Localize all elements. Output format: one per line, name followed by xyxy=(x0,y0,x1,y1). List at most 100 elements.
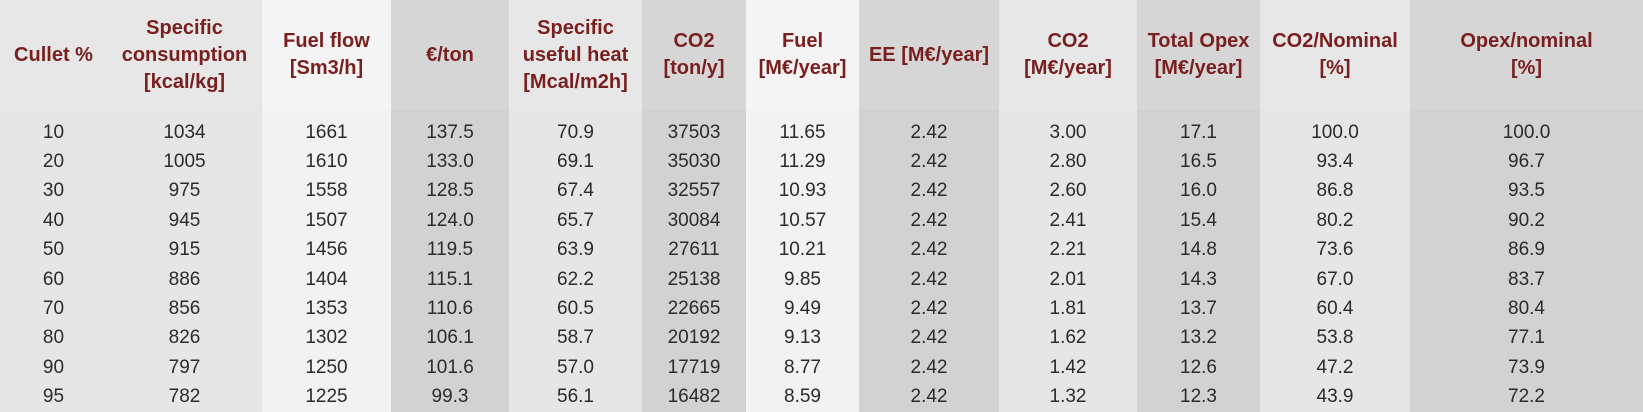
table-cell: 73.6 xyxy=(1260,235,1410,265)
header-specific-useful-heat: Specific useful heat [Mcal/m2h] xyxy=(509,0,642,110)
table-cell: 1507 xyxy=(262,206,391,236)
table-cell: 90.2 xyxy=(1410,206,1643,236)
table-cell: 20 xyxy=(0,147,107,177)
header-co2-meur: CO2 [M€/year] xyxy=(999,0,1137,110)
table-cell: 119.5 xyxy=(391,235,509,265)
table-cell: 35030 xyxy=(642,147,746,177)
table-cell: 70 xyxy=(0,294,107,324)
table-cell: 1404 xyxy=(262,264,391,295)
table-cell: 93.4 xyxy=(1260,147,1410,177)
header-opex-nominal: Opex/nominal [%] xyxy=(1410,0,1643,110)
table-cell: 10.21 xyxy=(746,235,859,265)
table-cell: 58.7 xyxy=(509,323,642,354)
table-row: 80 826 1302 106.1 58.7 20192 9.13 2.42 1.62 13.2 5… xyxy=(0,323,1643,354)
table-cell: 8.59 xyxy=(746,382,859,412)
table-cell: 60 xyxy=(0,264,107,295)
table-row: 20 1005 1610 133.0 69.1 35030 11.29 2.42 2.80 16.… xyxy=(0,147,1643,177)
table-cell: 915 xyxy=(107,235,262,265)
table-cell: 106.1 xyxy=(391,323,509,354)
table-cell: 886 xyxy=(107,264,262,295)
table-cell: 100.0 xyxy=(1260,110,1410,148)
table-cell: 67.4 xyxy=(509,176,642,207)
table-cell: 12.3 xyxy=(1137,382,1260,412)
table-cell: 2.42 xyxy=(859,294,999,324)
table-cell: 2.42 xyxy=(859,110,999,148)
table-cell: 72.2 xyxy=(1410,382,1643,412)
header-euro-per-ton: €/ton xyxy=(391,0,509,110)
table-cell: 93.5 xyxy=(1410,176,1643,207)
table-cell: 2.42 xyxy=(859,235,999,265)
table-cell: 57.0 xyxy=(509,353,642,383)
table-cell: 40 xyxy=(0,206,107,236)
table-row: 30 975 1558 128.5 67.4 32557 10.93 2.42 2.60 16.0… xyxy=(0,176,1643,207)
table-cell: 8.77 xyxy=(746,353,859,383)
table-row: 10 1034 1661 137.5 70.9 37503 11.65 2.42 3.00 17.… xyxy=(0,110,1643,148)
table-cell: 60.4 xyxy=(1260,294,1410,324)
table-cell: 1610 xyxy=(262,147,391,177)
table-cell: 2.42 xyxy=(859,264,999,295)
table-cell: 9.13 xyxy=(746,323,859,354)
table-cell: 10.93 xyxy=(746,176,859,207)
table-cell: 30 xyxy=(0,176,107,207)
table-cell: 1.32 xyxy=(999,382,1137,412)
table-cell: 37503 xyxy=(642,110,746,148)
table-cell: 17.1 xyxy=(1137,110,1260,148)
table-row: 90 797 1250 101.6 57.0 17719 8.77 2.42 1.42 12.6 4… xyxy=(0,353,1643,383)
table-cell: 15.4 xyxy=(1137,206,1260,236)
header-co2-nominal: CO2/Nominal [%] xyxy=(1260,0,1410,110)
table-cell: 11.65 xyxy=(746,110,859,148)
table-cell: 22665 xyxy=(642,294,746,324)
table-cell: 20192 xyxy=(642,323,746,354)
table-cell: 9.85 xyxy=(746,264,859,295)
table-cell: 9.49 xyxy=(746,294,859,324)
header-fuel-flow: Fuel flow [Sm3/h] xyxy=(262,0,391,110)
table-cell: 826 xyxy=(107,323,262,354)
table-cell: 975 xyxy=(107,176,262,207)
header-cullet-percent: Cullet % xyxy=(0,0,107,110)
table-cell: 2.21 xyxy=(999,235,1137,265)
table-cell: 1.42 xyxy=(999,353,1137,383)
table-cell: 137.5 xyxy=(391,110,509,148)
table-cell: 2.42 xyxy=(859,353,999,383)
table-cell: 133.0 xyxy=(391,147,509,177)
table-cell: 16.5 xyxy=(1137,147,1260,177)
table-cell: 2.42 xyxy=(859,147,999,177)
table-cell: 67.0 xyxy=(1260,264,1410,295)
table-cell: 95 xyxy=(0,382,107,412)
table-cell: 100.0 xyxy=(1410,110,1643,148)
table-cell: 63.9 xyxy=(509,235,642,265)
table-cell: 50 xyxy=(0,235,107,265)
table-row: 60 886 1404 115.1 62.2 25138 9.85 2.42 2.01 14.3 6… xyxy=(0,264,1643,295)
table-cell: 60.5 xyxy=(509,294,642,324)
table-cell: 27611 xyxy=(642,235,746,265)
table-cell: 90 xyxy=(0,353,107,383)
header-row: Cullet % Specific consumption [kcal/kg] … xyxy=(0,0,1643,110)
table-cell: 10 xyxy=(0,110,107,148)
table-cell: 32557 xyxy=(642,176,746,207)
table-cell: 128.5 xyxy=(391,176,509,207)
table-cell: 2.42 xyxy=(859,176,999,207)
table-cell: 16.0 xyxy=(1137,176,1260,207)
table-row: 50 915 1456 119.5 63.9 27611 10.21 2.42 2.21 14.8… xyxy=(0,235,1643,265)
table-cell: 86.9 xyxy=(1410,235,1643,265)
header-fuel-meur: Fuel [M€/year] xyxy=(746,0,859,110)
table-cell: 110.6 xyxy=(391,294,509,324)
table-cell: 65.7 xyxy=(509,206,642,236)
table-cell: 16482 xyxy=(642,382,746,412)
table-row: 40 945 1507 124.0 65.7 30084 10.57 2.42 2.41 15.4… xyxy=(0,206,1643,236)
header-co2-ton-per-year: CO2 [ton/y] xyxy=(642,0,746,110)
table-cell: 80.4 xyxy=(1410,294,1643,324)
table-cell: 77.1 xyxy=(1410,323,1643,354)
table-cell: 1034 xyxy=(107,110,262,148)
table-cell: 11.29 xyxy=(746,147,859,177)
table-cell: 3.00 xyxy=(999,110,1137,148)
table-cell: 17719 xyxy=(642,353,746,383)
table-cell: 2.42 xyxy=(859,206,999,236)
table-cell: 2.41 xyxy=(999,206,1137,236)
table-cell: 2.60 xyxy=(999,176,1137,207)
table-cell: 101.6 xyxy=(391,353,509,383)
table-cell: 2.80 xyxy=(999,147,1137,177)
table-cell: 47.2 xyxy=(1260,353,1410,383)
table-cell: 1.81 xyxy=(999,294,1137,324)
